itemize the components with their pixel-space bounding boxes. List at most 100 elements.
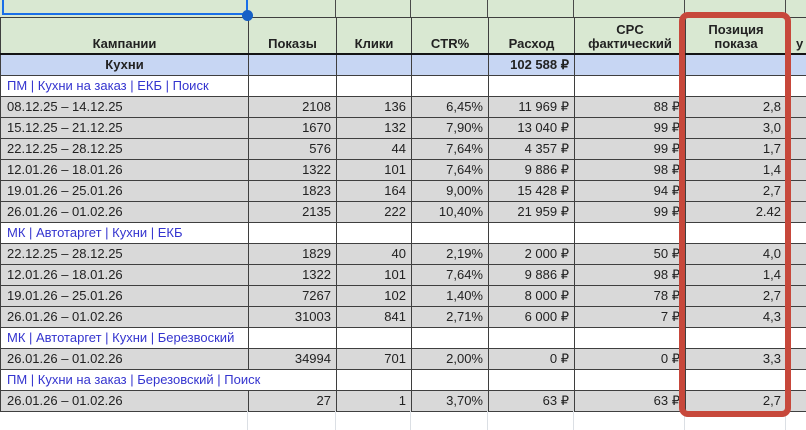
cell-campaign[interactable]: 12.01.26 – 18.01.26	[0, 159, 249, 181]
cell-impressions[interactable]	[248, 222, 337, 244]
cell-clicks[interactable]: 841	[336, 306, 412, 328]
cell-clicks[interactable]: 102	[336, 285, 412, 307]
cell-impressions[interactable]	[248, 75, 337, 97]
cell-clicks[interactable]	[336, 222, 412, 244]
cell-partial[interactable]	[786, 96, 806, 118]
cell-campaign[interactable]: 26.01.26 – 01.02.26	[0, 390, 249, 412]
cell-impressions[interactable]: 27	[248, 390, 337, 412]
cell-clicks[interactable]: 40	[336, 243, 412, 265]
cell-partial[interactable]	[786, 306, 806, 328]
cell-cpc[interactable]: 63 ₽	[574, 390, 686, 412]
cell-cpc[interactable]	[574, 369, 686, 391]
cell-impressions[interactable]	[248, 327, 337, 349]
cell-campaign[interactable]: 15.12.25 – 21.12.25	[0, 117, 249, 139]
cell-impressions[interactable]: 34994	[248, 348, 337, 370]
cell-cpc[interactable]	[574, 222, 686, 244]
cell-spend[interactable]: 2 000 ₽	[488, 243, 575, 265]
cell-impressions[interactable]	[248, 53, 337, 76]
cell-spend[interactable]	[488, 222, 575, 244]
cell-position[interactable]	[685, 327, 787, 349]
cell-position[interactable]: 1,7	[685, 138, 787, 160]
cell-spend[interactable]	[488, 369, 575, 391]
cell-position[interactable]: 2,8	[685, 96, 787, 118]
cell-ctr[interactable]: 7,64%	[411, 138, 489, 160]
cell-impressions[interactable]: 1322	[248, 159, 337, 181]
cell-clicks[interactable]: 164	[336, 180, 412, 202]
cell-impressions[interactable]: 1322	[248, 264, 337, 286]
cell-ctr[interactable]	[411, 222, 489, 244]
cell-impressions[interactable]: 1670	[248, 117, 337, 139]
cell-clicks[interactable]: 222	[336, 201, 412, 223]
cell-ctr[interactable]: 2,19%	[411, 243, 489, 265]
cell-partial[interactable]	[786, 138, 806, 160]
cell-cpc[interactable]: 50 ₽	[574, 243, 686, 265]
cell-clicks[interactable]	[336, 75, 412, 97]
cell-ctr[interactable]: 1,40%	[411, 285, 489, 307]
cell-campaign[interactable]: ПМ | Кухни на заказ | ЕКБ | Поиск	[0, 75, 249, 97]
cell-campaign[interactable]: МК | Автотаргет | Кухни | Березвоский	[0, 327, 249, 349]
cell-ctr[interactable]: 6,45%	[411, 96, 489, 118]
cell-position[interactable]: 2,7	[685, 180, 787, 202]
column-header-partial[interactable]: у	[786, 17, 806, 55]
cell-clicks[interactable]: 101	[336, 159, 412, 181]
cell-campaign[interactable]: 22.12.25 – 28.12.25	[0, 243, 249, 265]
cell-spend[interactable]: 8 000 ₽	[488, 285, 575, 307]
cell-cpc[interactable]: 99 ₽	[574, 138, 686, 160]
column-header-campaign[interactable]: Кампании	[0, 17, 249, 55]
cell-clicks[interactable]: 701	[336, 348, 412, 370]
cell-cpc[interactable]: 99 ₽	[574, 117, 686, 139]
cell-spend[interactable]	[488, 327, 575, 349]
cell-position[interactable]: 2,7	[685, 285, 787, 307]
cell-position[interactable]: 2,7	[685, 390, 787, 412]
cell-ctr[interactable]	[411, 369, 489, 391]
cell-spend[interactable]	[488, 75, 575, 97]
cell-cpc[interactable]	[574, 75, 686, 97]
cell-ctr[interactable]: 3,70%	[411, 390, 489, 412]
cell-position[interactable]: 1,4	[685, 159, 787, 181]
cell-ctr[interactable]: 7,64%	[411, 264, 489, 286]
cell-spend[interactable]: 6 000 ₽	[488, 306, 575, 328]
cell-ctr[interactable]	[411, 53, 489, 76]
column-header-spend[interactable]: Расход	[488, 17, 575, 55]
cell-ctr[interactable]: 10,40%	[411, 201, 489, 223]
cell-campaign[interactable]: МК | Автотаргет | Кухни | ЕКБ	[0, 222, 249, 244]
cell-position[interactable]	[685, 75, 787, 97]
cell-ctr[interactable]: 7,64%	[411, 159, 489, 181]
cell-spend[interactable]: 9 886 ₽	[488, 159, 575, 181]
cell-ctr[interactable]	[411, 327, 489, 349]
cell-campaign[interactable]: 19.01.26 – 25.01.26	[0, 285, 249, 307]
cell-impressions[interactable]: 2135	[248, 201, 337, 223]
cell-campaign[interactable]: 26.01.26 – 01.02.26	[0, 306, 249, 328]
cell-spend[interactable]: 63 ₽	[488, 390, 575, 412]
cell-position[interactable]: 3,3	[685, 348, 787, 370]
cell-campaign[interactable]: 26.01.26 – 01.02.26	[0, 201, 249, 223]
cell-cpc[interactable]: 78 ₽	[574, 285, 686, 307]
cell-spend[interactable]: 0 ₽	[488, 348, 575, 370]
cell-cpc[interactable]: 0 ₽	[574, 348, 686, 370]
cell-spend[interactable]: 13 040 ₽	[488, 117, 575, 139]
cell-spend[interactable]: 15 428 ₽	[488, 180, 575, 202]
cell-impressions[interactable]: 576	[248, 138, 337, 160]
cell-campaign[interactable]: Кухни	[0, 53, 249, 76]
cell-cpc[interactable]	[574, 53, 686, 76]
cell-impressions[interactable]: 1823	[248, 180, 337, 202]
cell-clicks[interactable]	[336, 327, 412, 349]
cell-campaign[interactable]: 08.12.25 – 14.12.25	[0, 96, 249, 118]
cell-cpc[interactable]: 7 ₽	[574, 306, 686, 328]
cell-campaign[interactable]: 19.01.26 – 25.01.26	[0, 180, 249, 202]
cell-ctr[interactable]: 2,00%	[411, 348, 489, 370]
cell-position[interactable]: 3,0	[685, 117, 787, 139]
cell-ctr[interactable]: 2,71%	[411, 306, 489, 328]
cell-campaign[interactable]: 12.01.26 – 18.01.26	[0, 264, 249, 286]
cell-position[interactable]: 4,0	[685, 243, 787, 265]
cell-position[interactable]	[685, 222, 787, 244]
cell-ctr[interactable]: 7,90%	[411, 117, 489, 139]
cell-clicks[interactable]: 132	[336, 117, 412, 139]
cell-cpc[interactable]: 94 ₽	[574, 180, 686, 202]
column-header-position[interactable]: Позиция показа	[685, 17, 787, 55]
selected-row-strip[interactable]	[0, 0, 806, 17]
cell-clicks[interactable]	[336, 369, 412, 391]
cell-spend[interactable]: 4 357 ₽	[488, 138, 575, 160]
cell-partial[interactable]	[786, 201, 806, 223]
cell-impressions[interactable]: 2108	[248, 96, 337, 118]
